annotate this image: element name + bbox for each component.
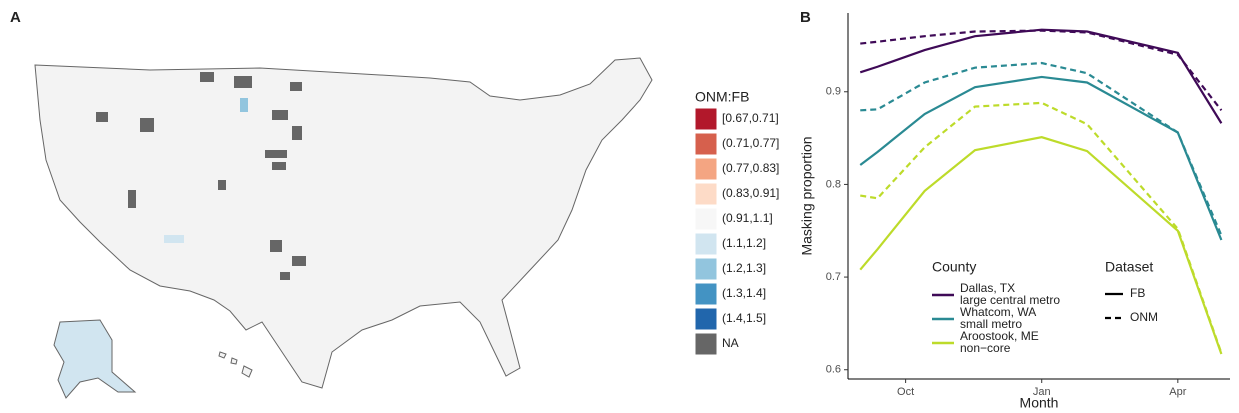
legend-swatch bbox=[694, 307, 718, 331]
legend-swatch bbox=[694, 332, 718, 356]
legend-label: FB bbox=[1130, 286, 1145, 300]
y-tick-label: 0.9 bbox=[826, 86, 841, 98]
legend-label: large central metro bbox=[960, 293, 1060, 307]
y-tick-label: 0.6 bbox=[826, 364, 841, 376]
series-line bbox=[860, 101, 1223, 354]
legend-label: Dallas, TX bbox=[960, 281, 1015, 295]
legend-label: [0.67,0.71] bbox=[722, 111, 779, 125]
contiguous-us bbox=[34, 57, 653, 389]
x-tick-label: Oct bbox=[897, 386, 914, 398]
legend-swatch bbox=[694, 182, 718, 206]
legend-label: non−core bbox=[960, 341, 1011, 355]
panel-label: B bbox=[800, 9, 811, 26]
legend-label: (0.77,0.83] bbox=[722, 161, 779, 175]
x-tick-label: Jan bbox=[1033, 386, 1051, 398]
hawaii bbox=[218, 351, 253, 378]
na-counties bbox=[96, 72, 306, 280]
y-tick-label: 0.8 bbox=[826, 178, 841, 190]
legend-title: County bbox=[932, 259, 976, 275]
county bbox=[164, 235, 184, 243]
legend-label: (1.3,1.4] bbox=[722, 286, 766, 300]
legend-label: Aroostook, ME bbox=[960, 329, 1039, 343]
legend-label: (1.4,1.5] bbox=[722, 311, 766, 325]
x-tick-label: Apr bbox=[1169, 386, 1186, 398]
y-axis-title: Masking proportion bbox=[799, 136, 815, 255]
legend-swatch bbox=[694, 132, 718, 156]
series-line bbox=[860, 29, 1223, 111]
legend-title: Dataset bbox=[1105, 259, 1153, 275]
x-axis-title: Month bbox=[1020, 395, 1059, 411]
legend-label: ONM bbox=[1130, 310, 1158, 324]
series-line bbox=[859, 136, 1223, 355]
legend-label: (0.83,0.91] bbox=[722, 186, 779, 200]
legend-label: (1.2,1.3] bbox=[722, 261, 766, 275]
legend-label: NA bbox=[722, 336, 739, 350]
legend-swatch bbox=[694, 282, 718, 306]
legend-swatch bbox=[694, 157, 718, 181]
legend-swatch bbox=[694, 257, 718, 281]
legend-swatch bbox=[694, 207, 718, 231]
legend-label: (0.91,1.1] bbox=[722, 211, 773, 225]
us-map bbox=[34, 57, 653, 399]
legend-label: (1.1,1.2] bbox=[722, 236, 766, 250]
series-line bbox=[859, 28, 1223, 124]
series-line bbox=[860, 61, 1223, 236]
county bbox=[240, 98, 248, 112]
alaska bbox=[53, 319, 137, 399]
legend-label: Whatcom, WA bbox=[960, 305, 1036, 319]
legend-label: small metro bbox=[960, 317, 1022, 331]
legend-swatch bbox=[694, 107, 718, 131]
y-tick-label: 0.7 bbox=[826, 271, 841, 283]
panel-label: A bbox=[10, 9, 21, 26]
legend-title: ONM:FB bbox=[695, 89, 749, 105]
legend-swatch bbox=[694, 232, 718, 256]
series-line bbox=[859, 75, 1223, 241]
legend-label: (0.71,0.77] bbox=[722, 136, 779, 150]
